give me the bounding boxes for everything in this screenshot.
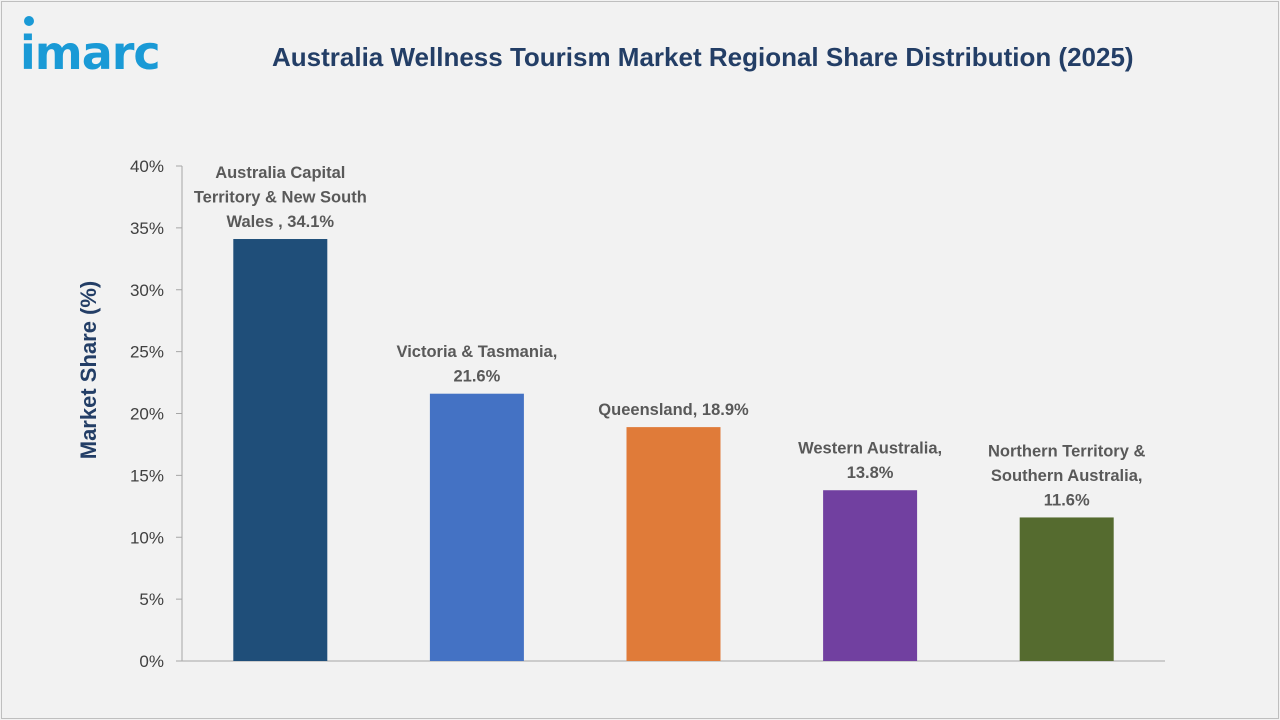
y-tick-label: 25% (130, 343, 164, 362)
data-label: Queensland, 18.9% (598, 401, 749, 419)
data-label: Victoria & Tasmania, 21.6% (397, 343, 558, 386)
data-label: Western Australia, 13.8% (798, 440, 942, 483)
axes: 0% 5% 10% 15% 20% 25% 30% 35% 40% (130, 157, 1165, 671)
y-tick-label: 5% (139, 590, 164, 609)
y-tick-label: 40% (130, 157, 164, 176)
data-label: Northern Territory & Southern Australia, 1… (988, 442, 1145, 509)
y-tick-label: 15% (130, 466, 164, 485)
data-labels: Australia Capital Territory & New South Wa… (194, 164, 1146, 509)
y-tick-label: 20% (130, 405, 164, 424)
data-label: Australia Capital Territory & New South Wa… (194, 164, 367, 231)
bar (626, 427, 721, 661)
bar (1019, 517, 1114, 661)
y-tick-label: 10% (130, 528, 164, 547)
bar (823, 490, 918, 661)
bar (429, 393, 524, 661)
logo-text: imarc (20, 26, 161, 80)
y-tick-label: 30% (130, 281, 164, 300)
logo-dot (24, 16, 34, 26)
bars (233, 239, 1114, 661)
y-tick-label: 35% (130, 219, 164, 238)
y-axis-title: Market Share (%) (76, 281, 101, 460)
y-tick-label: 0% (139, 652, 164, 671)
imarc-logo: imarc (20, 16, 161, 76)
bar (233, 239, 328, 661)
chart-title: Australia Wellness Tourism Market Region… (272, 42, 1134, 72)
